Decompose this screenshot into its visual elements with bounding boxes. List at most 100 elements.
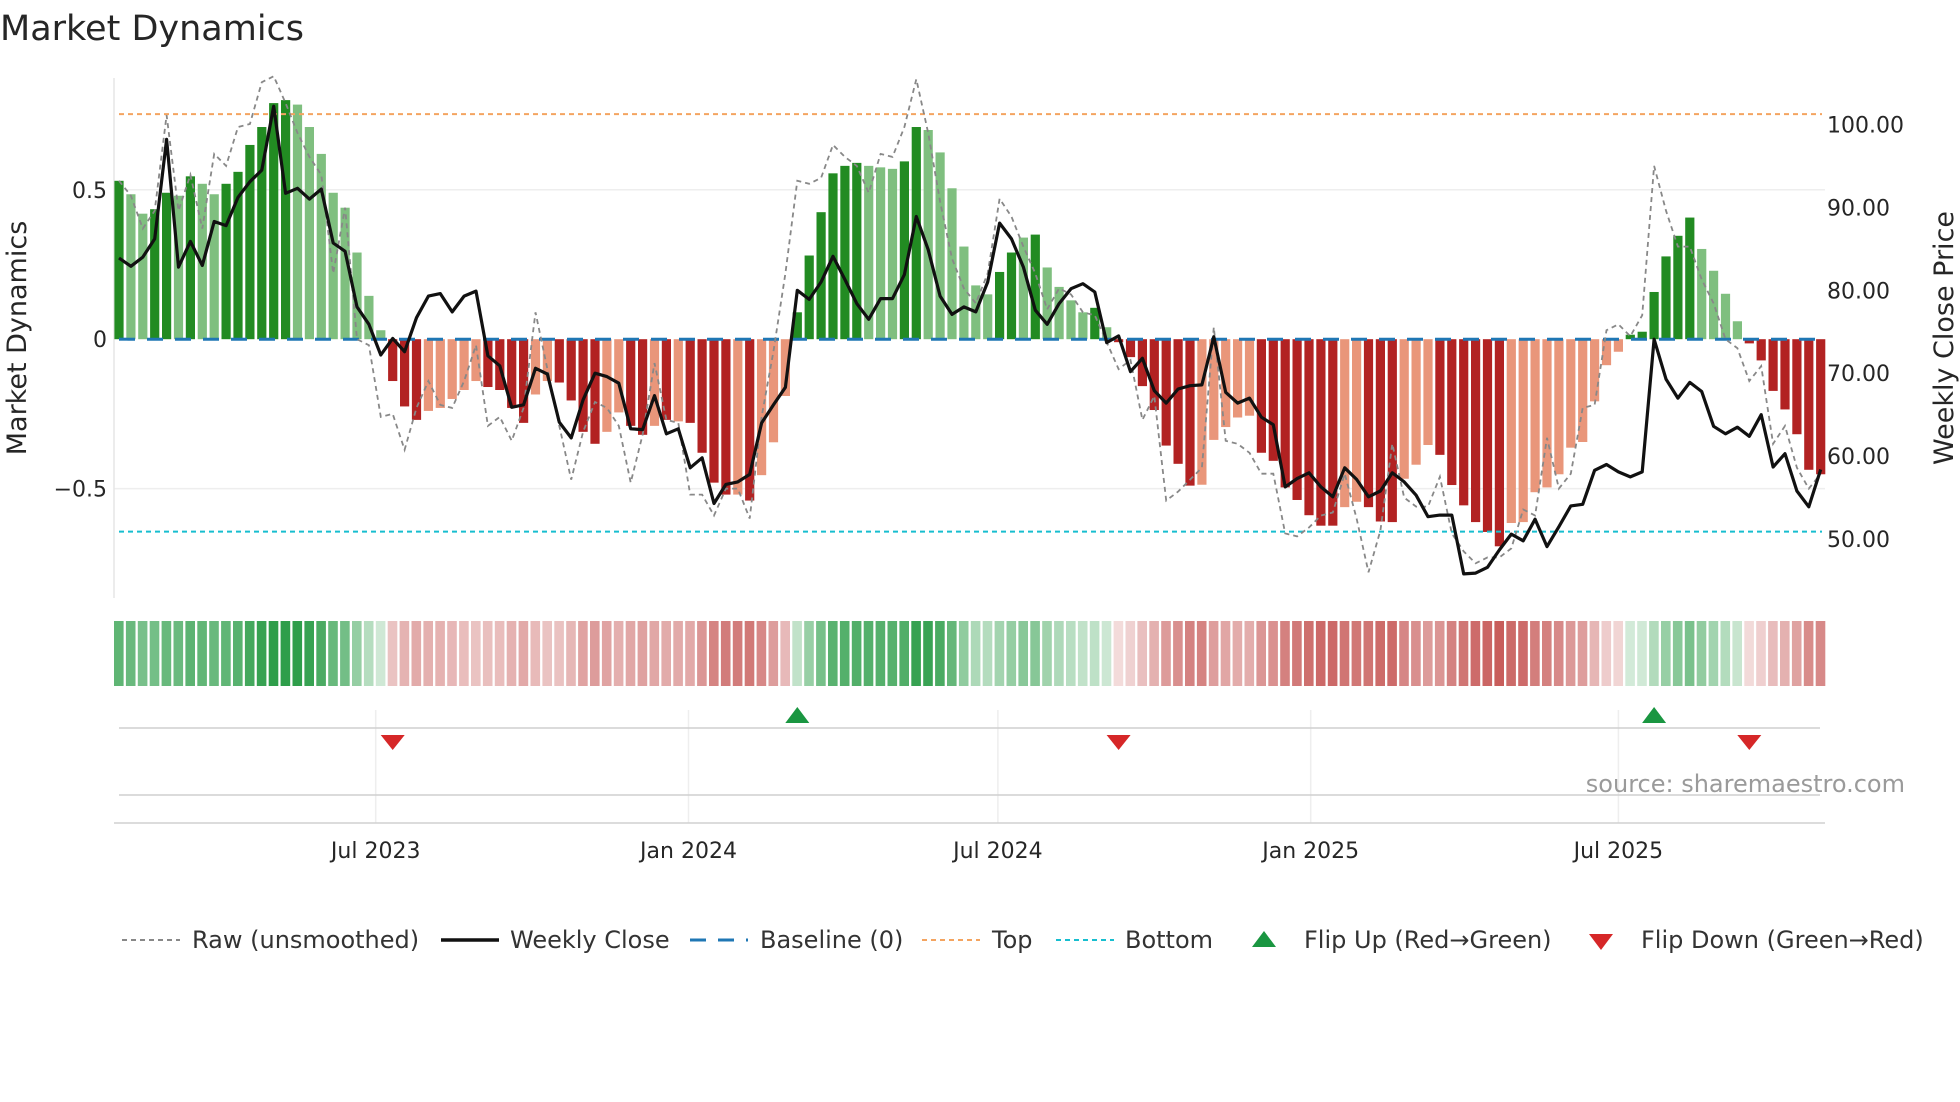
dynamics-bar [1149,339,1159,411]
dynamics-bar [400,339,410,407]
dynamics-bar [1375,339,1385,522]
heat-cell [1280,621,1290,686]
dynamics-bar [292,104,303,340]
heat-cell [1518,621,1528,686]
dynamics-bar [1102,327,1112,340]
dynamics-bar [673,339,683,422]
heat-cell [1399,621,1409,686]
dynamics-bar [649,339,660,426]
dynamics-bar [1744,339,1754,344]
dynamics-bar [1280,339,1290,488]
heat-cell [756,621,767,686]
flip-up-marker [785,707,810,723]
heat-cell [328,621,338,686]
legend-label: Weekly Close [510,926,670,954]
dynamics-bar [447,339,457,399]
heat-cell [399,621,410,686]
dynamics-bar [1637,331,1647,340]
dynamics-bar [1756,339,1766,361]
heat-cell [982,621,993,686]
heat-cell [1066,621,1076,686]
heat-cell [244,621,255,686]
heat-cell [828,621,838,686]
heat-cell [1756,621,1766,686]
dynamics-bar [233,171,243,340]
heat-cell [1351,621,1362,686]
heat-cell [1232,621,1243,686]
dynamics-bar [1256,339,1266,453]
heat-cell [375,621,386,686]
dynamics-bar [757,339,767,476]
dynamics-bar [459,339,469,390]
dynamics-bar [423,339,433,411]
dynamics-bar [697,339,707,453]
heat-cell [1637,621,1647,686]
flip-markers [380,707,1762,750]
x-tick-label: Jul 2024 [951,839,1043,864]
heat-cell [292,621,303,686]
dynamics-bar [1197,339,1207,485]
dynamics-bar [542,339,552,382]
heat-cell [173,621,184,686]
dynamics-bar [1018,237,1028,340]
dynamics-bar [626,339,636,426]
heat-cell [387,621,398,686]
dynamics-bar [411,339,422,420]
dynamics-bar [507,339,517,408]
dynamics-bar [1494,339,1504,547]
heat-cell [518,621,529,686]
legend-label: Baseline (0) [760,926,903,954]
heat-cell [1815,621,1826,686]
heat-cell [268,621,279,686]
heat-cell [352,621,362,686]
dynamics-bar [745,339,755,501]
dynamics-bar [1244,339,1255,416]
heat-cell [994,621,1005,686]
dynamics-bar [995,271,1005,340]
dynamics-bar [935,152,945,340]
dynamics-bar [316,153,326,340]
dynamics-bar [1804,339,1814,470]
dynamics-bar [209,194,219,340]
heat-cell [578,621,588,686]
heat-cell [911,621,921,686]
dynamics-bar [1720,293,1731,340]
heat-cell [1054,621,1064,686]
heat-cell [1720,621,1731,686]
y2-tick-label: 100.00 [1827,113,1904,138]
heat-cell [1327,621,1338,686]
dynamics-bar [269,103,279,340]
dynamics-bar [1482,339,1493,532]
heat-cell [1791,621,1802,686]
heat-cell [209,621,219,686]
dynamics-bar [1661,256,1671,340]
legend-item-raw: Raw (unsmoothed) [122,926,419,954]
heat-cell [1196,621,1207,686]
heat-cell [1696,621,1707,686]
y-tick-label: 0 [93,328,107,353]
heat-cell [1006,621,1017,686]
heat-cell [1387,621,1397,686]
heat-cell [494,621,505,686]
heat-cell [947,621,957,686]
heat-cell [792,621,802,686]
dynamics-bar [768,339,779,443]
dynamics-bar [1768,339,1778,391]
heat-cell [506,621,517,686]
dynamics-bar [792,312,802,340]
heat-cell [899,621,909,686]
heat-cell [256,621,267,686]
heat-cell [1220,621,1231,686]
heat-cell [1494,621,1504,686]
dynamics-bar [1006,252,1017,340]
heat-cell [1613,621,1623,686]
dynamics-bar [1411,339,1421,465]
triangle-down-icon [1589,934,1613,950]
dynamics-bar [1673,235,1683,340]
heat-cell [1304,621,1314,686]
dynamics-bar [1399,339,1409,479]
dynamics-bar [1566,339,1576,448]
heat-cell [673,621,683,686]
heat-cell [1649,621,1659,686]
heat-cell [863,621,874,686]
